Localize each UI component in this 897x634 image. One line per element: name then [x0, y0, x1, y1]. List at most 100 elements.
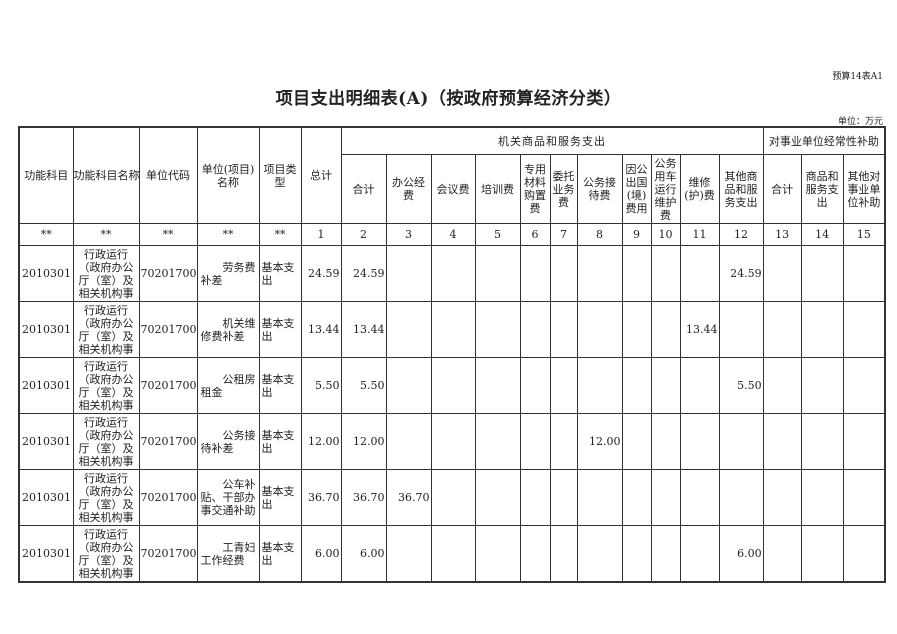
index-cell: 1	[300, 223, 342, 246]
func-code-cell: 2010301	[18, 413, 74, 470]
func-name-cell: 行政运行（政府办公厅（室）及相关机构事	[72, 525, 140, 583]
amount-cell	[430, 525, 476, 583]
amount-cell	[549, 469, 578, 526]
table-row: 2010301行政运行（政府办公厅（室）及相关机构事702017001劳务费补差…	[18, 245, 886, 302]
table-row: 2010301行政运行（政府办公厅（室）及相关机构事702017001公务接待补…	[18, 413, 886, 470]
project-type-cell: 基本支出	[258, 525, 302, 583]
amount-cell	[474, 245, 521, 302]
index-cell: **	[258, 223, 302, 246]
amount-cell	[800, 245, 844, 302]
unit-code-cell: 702017001	[138, 245, 198, 302]
header-goods-col-2: 办公经费	[385, 154, 432, 224]
header-goods-col-10: 维修(护)费	[679, 154, 720, 224]
amount-cell	[621, 301, 652, 358]
amount-cell	[430, 357, 476, 414]
amount-cell	[519, 357, 551, 414]
amount-cell: 24.59	[718, 245, 764, 302]
header-unit-name: 单位(项目)名称	[196, 126, 260, 224]
project-type-cell: 基本支出	[258, 245, 302, 302]
unit-name-cell: 公租房租金	[196, 357, 260, 414]
amount-cell	[576, 525, 623, 583]
amount-cell	[800, 301, 844, 358]
project-type-cell: 基本支出	[258, 469, 302, 526]
amount-cell	[576, 301, 623, 358]
unit-code-cell: 702017001	[138, 469, 198, 526]
amount-cell	[621, 413, 652, 470]
unit-name-cell: 公车补贴、干部办事交通补助	[196, 469, 260, 526]
amount-cell	[842, 357, 886, 414]
header-group-goods-services: 机关商品和服务支出	[340, 126, 764, 155]
func-name-cell: 行政运行（政府办公厅（室）及相关机构事	[72, 245, 140, 302]
amount-cell	[650, 357, 681, 414]
amount-cell: 24.59	[340, 245, 387, 302]
func-name-cell: 行政运行（政府办公厅（室）及相关机构事	[72, 413, 140, 470]
header-func-code: 功能科目	[18, 126, 74, 224]
amount-cell: 13.44	[300, 301, 342, 358]
amount-cell	[576, 357, 623, 414]
amount-cell	[576, 245, 623, 302]
amount-cell	[474, 525, 521, 583]
amount-cell	[679, 245, 720, 302]
amount-cell	[762, 525, 802, 583]
amount-cell: 24.59	[300, 245, 342, 302]
index-cell: **	[72, 223, 140, 246]
amount-cell	[621, 245, 652, 302]
amount-cell: 36.70	[300, 469, 342, 526]
header-func-name: 功能科目名称	[72, 126, 140, 224]
header-goods-col-6: 委托业务费	[549, 154, 578, 224]
amount-cell	[842, 245, 886, 302]
header-goods-col-4: 培训费	[474, 154, 521, 224]
amount-cell	[762, 301, 802, 358]
amount-cell	[474, 413, 521, 470]
func-code-cell: 2010301	[18, 301, 74, 358]
amount-cell	[474, 301, 521, 358]
amount-cell	[718, 301, 764, 358]
header-project-type: 项目类型	[258, 126, 302, 224]
index-cell: 12	[718, 223, 764, 246]
amount-cell	[430, 301, 476, 358]
unit-code-cell: 702017001	[138, 525, 198, 583]
table-row: 2010301行政运行（政府办公厅（室）及相关机构事702017001公车补贴、…	[18, 469, 886, 526]
amount-cell	[385, 245, 432, 302]
amount-cell	[650, 245, 681, 302]
amount-cell	[621, 525, 652, 583]
amount-cell	[519, 301, 551, 358]
amount-cell	[549, 525, 578, 583]
index-cell: 7	[549, 223, 578, 246]
amount-cell	[650, 301, 681, 358]
amount-cell: 5.50	[718, 357, 764, 414]
amount-cell	[679, 413, 720, 470]
amount-cell	[650, 413, 681, 470]
project-type-cell: 基本支出	[258, 301, 302, 358]
unit-code-cell: 702017001	[138, 301, 198, 358]
header-subsidy-col-3: 其他对事业单位补助	[842, 154, 886, 224]
header-group-subsidy: 对事业单位经常性补助	[762, 126, 886, 155]
header-goods-col-3: 会议费	[430, 154, 476, 224]
amount-cell	[385, 413, 432, 470]
amount-cell	[430, 469, 476, 526]
header-goods-col-1: 合计	[340, 154, 387, 224]
amount-cell	[576, 469, 623, 526]
amount-cell	[800, 525, 844, 583]
amount-cell	[519, 525, 551, 583]
amount-cell	[762, 469, 802, 526]
unit-name-cell: 劳务费补差	[196, 245, 260, 302]
index-cell: 3	[385, 223, 432, 246]
amount-cell	[385, 301, 432, 358]
amount-cell	[650, 525, 681, 583]
header-goods-col-8: 因公出国(境)费用	[621, 154, 652, 224]
amount-cell	[842, 525, 886, 583]
index-cell: 2	[340, 223, 387, 246]
index-cell: 14	[800, 223, 844, 246]
amount-cell	[679, 525, 720, 583]
amount-cell	[549, 413, 578, 470]
amount-cell	[762, 413, 802, 470]
amount-cell	[842, 469, 886, 526]
header-total: 总计	[300, 126, 342, 224]
amount-cell	[385, 357, 432, 414]
page-title: 项目支出明细表(A)（按政府预算经济分类）	[275, 89, 622, 109]
project-expenditure-table: 功能科目 功能科目名称 单位代码 单位(项目)名称 项目类型 总计 机关商品和服…	[18, 126, 887, 583]
header-unit-code: 单位代码	[138, 126, 198, 224]
project-type-cell: 基本支出	[258, 413, 302, 470]
amount-cell: 12.00	[576, 413, 623, 470]
